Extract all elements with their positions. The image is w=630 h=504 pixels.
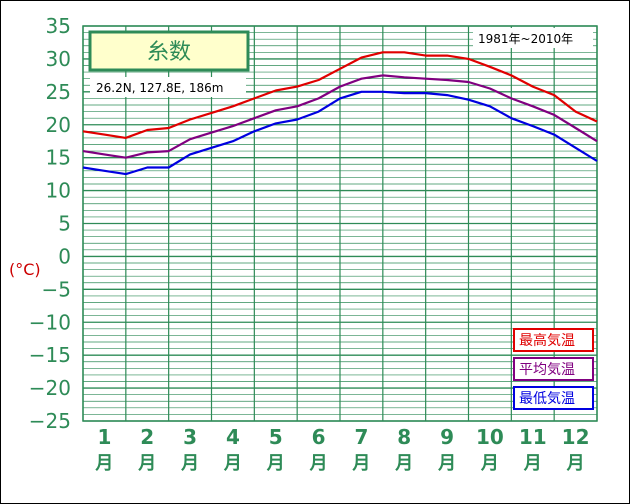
y-tick-label: −5	[42, 277, 71, 301]
x-tick-label: 11	[519, 425, 547, 449]
y-tick-label: 10	[46, 179, 71, 203]
y-tick-label: 25	[46, 80, 71, 104]
y-tick-label: 15	[46, 146, 71, 170]
period-box	[473, 28, 593, 48]
x-tick-month-suffix: 月	[566, 453, 585, 474]
x-tick-month-suffix: 月	[394, 453, 413, 474]
x-tick-month-suffix: 月	[94, 453, 113, 474]
x-tick-label: 4	[226, 425, 240, 449]
legend-item-label: 平均気温	[519, 362, 575, 378]
y-tick-label: −25	[29, 409, 71, 433]
legend-item-label: 最高気温	[519, 332, 575, 349]
series-lines	[82, 51, 598, 176]
x-tick-label: 2	[140, 425, 154, 449]
series-line	[82, 74, 598, 159]
x-tick-label: 9	[440, 425, 454, 449]
x-tick-month-suffix: 月	[523, 453, 542, 474]
location-box	[90, 77, 246, 97]
x-tick-month-suffix: 月	[266, 453, 285, 474]
legend-item-box	[513, 328, 594, 352]
x-tick-month-suffix: 月	[223, 453, 242, 474]
legend-item-box	[513, 357, 594, 381]
legend-item-label: 最低気温	[519, 391, 575, 407]
y-tick-label: −20	[29, 376, 71, 400]
x-tick-label: 12	[562, 425, 590, 449]
x-tick-label: 1	[97, 425, 111, 449]
series-line	[82, 90, 598, 176]
period-label: 1981年~2010年	[478, 32, 573, 46]
y-tick-label: 20	[46, 113, 71, 137]
series-line	[82, 51, 598, 139]
x-tick-label: 3	[183, 425, 197, 449]
location-label: 26.2N, 127.8E, 186m	[96, 81, 223, 95]
x-tick-month-suffix: 月	[309, 453, 328, 474]
x-tick-month-suffix: 月	[180, 453, 199, 474]
x-tick-label: 6	[312, 425, 326, 449]
x-tick-label: 10	[476, 425, 504, 449]
title-box	[88, 30, 250, 72]
x-tick-labels: 1 月 2 月 3 月 4 月 5 月 6 月 7 月 8 月 9 月 10 月 11 月 12 月	[94, 425, 589, 474]
x-tick-month-suffix: 月	[351, 453, 370, 474]
x-tick-label: 7	[354, 425, 368, 449]
x-tick-month-suffix: 月	[480, 453, 499, 474]
y-tick-label: 35	[46, 14, 71, 38]
y-tick-labels: 35 30 25 20 15 10 5 0 −5 −10 −15 −20 −25	[29, 14, 71, 433]
y-axis-unit: (°C)	[9, 260, 41, 279]
chart-title: 糸数	[147, 40, 191, 65]
x-tick-label: 8	[397, 425, 411, 449]
chart-grid	[82, 25, 598, 422]
y-tick-label: −15	[29, 343, 71, 367]
y-tick-label: 0	[58, 244, 71, 268]
x-tick-label: 5	[269, 425, 283, 449]
y-tick-label: 30	[46, 47, 71, 71]
x-tick-month-suffix: 月	[437, 453, 456, 474]
y-tick-label: −10	[29, 310, 71, 334]
y-tick-label: 5	[58, 212, 71, 236]
x-tick-month-suffix: 月	[137, 453, 156, 474]
legend-item-box	[513, 386, 594, 410]
